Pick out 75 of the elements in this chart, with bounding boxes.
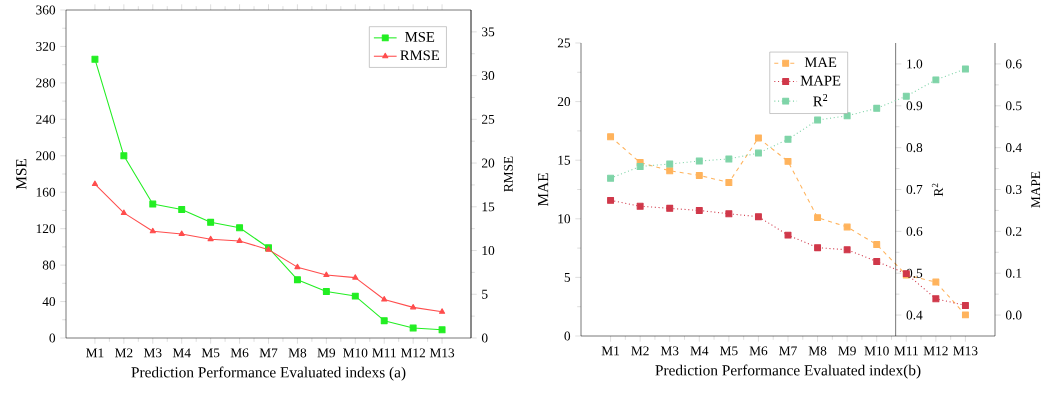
y-tick-label: 25 — [557, 38, 571, 48]
y2-tick-label: 1.0 — [907, 59, 923, 69]
y-tick-label: 20 — [557, 97, 571, 107]
x-tick-label: M7 — [779, 346, 797, 356]
y2-tick-label: 0.9 — [906, 101, 923, 111]
y-tick-label: 240 — [36, 114, 56, 124]
y-tick-label: 200 — [36, 151, 56, 161]
y3-axis-title: MAPE — [1031, 171, 1041, 208]
y2-tick-label: 25 — [481, 114, 495, 124]
x-tick-label: M11 — [372, 348, 396, 358]
x-tick-label: M5 — [719, 346, 738, 356]
x-tick-label: M8 — [288, 348, 307, 358]
y3-tick-label: 0.2 — [1005, 226, 1022, 236]
y3-tick-label: 0.6 — [1005, 59, 1022, 69]
x-tick-label: M4 — [690, 346, 709, 356]
x-tick-label: M9 — [838, 346, 856, 356]
legend-label: MSE — [405, 32, 435, 42]
x-tick-label: M10 — [343, 348, 368, 358]
x-tick-label: M2 — [631, 346, 649, 356]
y3-tick-label: 0.4 — [1005, 143, 1022, 153]
y2-tick-label: 5 — [482, 289, 488, 299]
y-tick-label: 0 — [49, 333, 56, 343]
legend-label: RMSE — [400, 50, 440, 61]
x-tick-label: M4 — [172, 348, 191, 358]
y-tick-label: 160 — [36, 187, 56, 197]
legend-label: MAE — [804, 57, 837, 68]
legend-label: MAPE — [800, 75, 841, 86]
y2-tick-label: 10 — [482, 246, 495, 256]
y-tick-label: 120 — [36, 224, 56, 234]
x-tick-label: M10 — [864, 346, 889, 356]
x-tick-label: M13 — [953, 346, 978, 356]
y2-tick-label: 0.7 — [906, 184, 923, 195]
y-tick-label: 80 — [42, 260, 56, 270]
x-tick-label: M6 — [230, 348, 249, 358]
y-tick-label: 320 — [36, 41, 56, 51]
x-tick-label: M13 — [429, 348, 455, 358]
x-axis-title: Prediction Performance Evaluated indexs (a) — [131, 366, 406, 381]
y2-tick-label: 0 — [481, 333, 488, 343]
y-axis-title: MAE — [537, 173, 549, 207]
y-tick-label: 5 — [564, 272, 571, 282]
x-tick-label: M3 — [143, 348, 162, 358]
x-tick-label: M2 — [114, 348, 133, 358]
y2-tick-label: 20 — [481, 158, 495, 168]
x-tick-label: M12 — [923, 346, 948, 356]
x-axis-title: Prediction Performance Evaluated index(b) — [655, 364, 921, 379]
x-tick-label: M11 — [894, 346, 918, 356]
x-tick-label: M6 — [749, 346, 768, 356]
y-tick-label: 40 — [42, 297, 56, 307]
y3-tick-label: 0.5 — [1005, 101, 1022, 111]
y2-tick-label: 30 — [482, 71, 495, 81]
y3-tick-label: 0.3 — [1005, 184, 1022, 195]
x-tick-label: M5 — [201, 348, 220, 358]
x-tick-label: M9 — [317, 348, 336, 358]
x-tick-label: M3 — [660, 346, 679, 356]
y2-tick-label: 35 — [482, 27, 495, 37]
y2-tick-label: 0.4 — [906, 310, 923, 320]
x-tick-label: M7 — [259, 348, 278, 358]
legend-label: R$^{2}$ — [813, 94, 828, 107]
y2-axis-title: RMSE — [503, 156, 513, 192]
y2-tick-label: 15 — [482, 202, 495, 212]
y2-tick-label: 0.6 — [906, 226, 923, 236]
y-tick-label: 280 — [36, 78, 56, 88]
x-tick-label: M12 — [400, 348, 426, 358]
y2-axis-title: R$^{2}$ — [931, 183, 943, 197]
y-tick-label: 360 — [36, 5, 56, 15]
y-tick-label: 10 — [558, 214, 571, 224]
y-tick-label: 0 — [564, 331, 571, 341]
y3-tick-label: 0.1 — [1005, 268, 1022, 278]
y3-tick-label: 0.0 — [1005, 310, 1022, 320]
x-tick-label: M8 — [808, 346, 827, 356]
x-tick-label: M1 — [601, 346, 620, 356]
y2-tick-label: 0.8 — [906, 143, 923, 153]
x-tick-label: M1 — [86, 348, 104, 358]
y-tick-label: 15 — [558, 155, 571, 165]
y-axis-title: MSE — [16, 159, 27, 190]
